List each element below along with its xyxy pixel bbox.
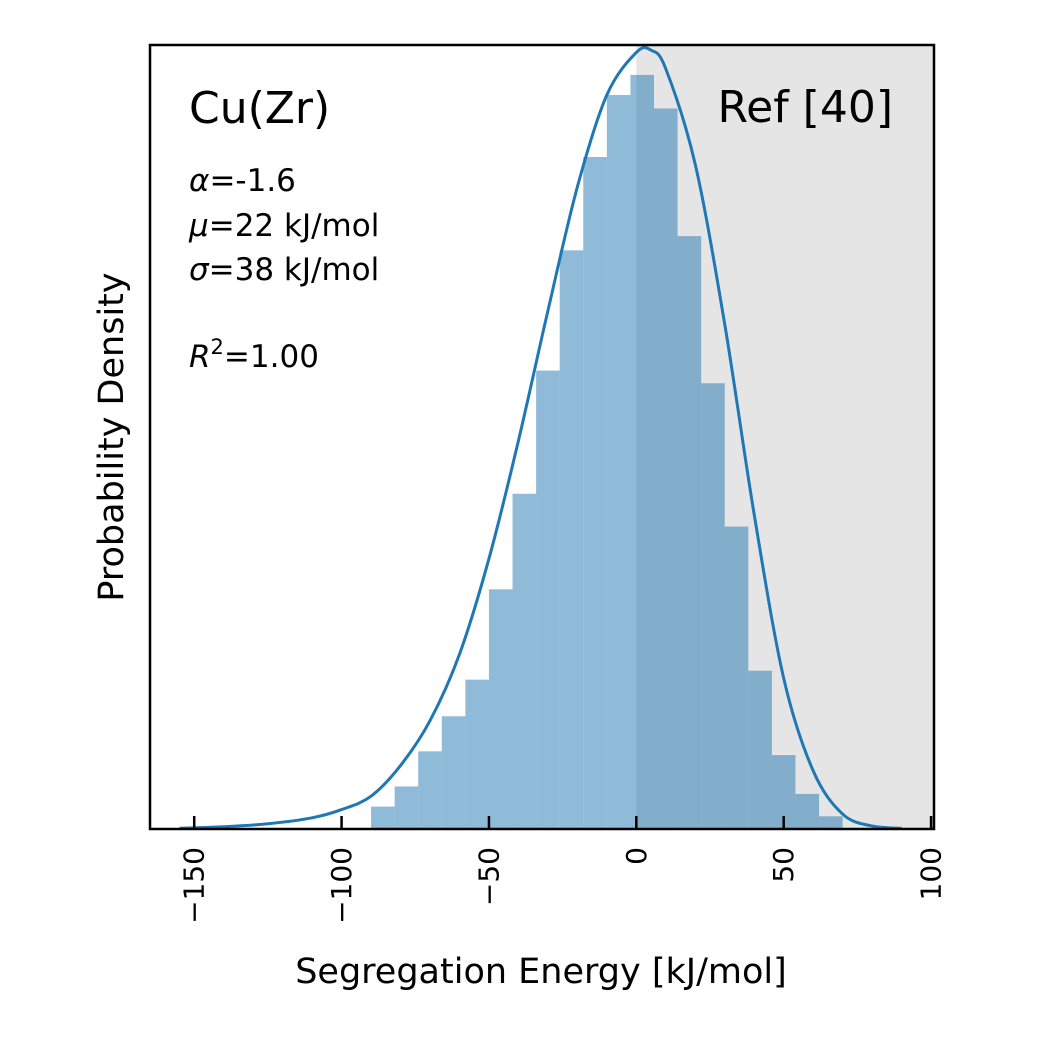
histogram-bar xyxy=(748,670,772,829)
histogram-bar xyxy=(488,589,513,829)
system-label: Cu(Zr) xyxy=(189,83,330,134)
sigma-symbol: σ xyxy=(189,252,210,288)
histogram-bar xyxy=(536,370,560,829)
sigma-value: =38 kJ/mol xyxy=(209,252,380,288)
histogram-bar xyxy=(630,74,654,829)
histogram-bar xyxy=(441,716,466,829)
histogram-bar xyxy=(512,493,537,829)
x-tick-label: −50 xyxy=(472,847,505,906)
alpha-annotation: α=-1.6 xyxy=(189,163,296,199)
y-axis-label: Probability Density xyxy=(92,272,132,601)
histogram-bar xyxy=(701,383,725,829)
histogram-bar xyxy=(677,236,702,829)
histogram-bar xyxy=(819,816,843,829)
x-tick-label: −150 xyxy=(178,847,211,924)
histogram-bar xyxy=(394,786,419,829)
alpha-symbol: α xyxy=(189,163,209,199)
histogram-bar xyxy=(465,679,489,829)
histogram-bar xyxy=(795,793,820,829)
x-tick-label: 100 xyxy=(915,847,948,900)
alpha-value: =-1.6 xyxy=(209,163,295,199)
histogram-bar xyxy=(771,755,796,829)
x-axis-ticks: −150 −100 −50 0 50 100 xyxy=(178,816,948,924)
histogram-bar xyxy=(583,157,607,829)
histogram-bar xyxy=(559,250,584,829)
x-tick-label: −100 xyxy=(325,847,358,924)
fit-curve-line xyxy=(179,46,902,829)
x-tick-label: 0 xyxy=(620,847,653,865)
mu-value: =22 kJ/mol xyxy=(209,208,380,244)
x-axis-label: Segregation Energy [kJ/mol] xyxy=(295,952,787,992)
sigma-annotation: σ=38 kJ/mol xyxy=(189,252,379,288)
r-squared-value: =1.00 xyxy=(224,339,319,375)
r-squared-exponent: 2 xyxy=(211,335,224,359)
reference-label: Ref [40] xyxy=(718,82,893,133)
histogram-bar xyxy=(418,751,442,829)
histogram-bar xyxy=(654,108,678,829)
r-squared-symbol: R xyxy=(189,339,211,375)
mu-symbol: μ xyxy=(188,208,209,244)
x-tick-label: 50 xyxy=(767,847,800,883)
mu-annotation: μ=22 kJ/mol xyxy=(188,208,379,244)
plot-area xyxy=(179,45,934,829)
r-squared-annotation: R2=1.00 xyxy=(189,335,319,375)
histogram-bar xyxy=(724,526,749,829)
histogram-bars xyxy=(371,74,843,829)
histogram-bar xyxy=(606,95,631,829)
plot-frame xyxy=(148,43,936,831)
histogram-bar xyxy=(371,806,395,829)
